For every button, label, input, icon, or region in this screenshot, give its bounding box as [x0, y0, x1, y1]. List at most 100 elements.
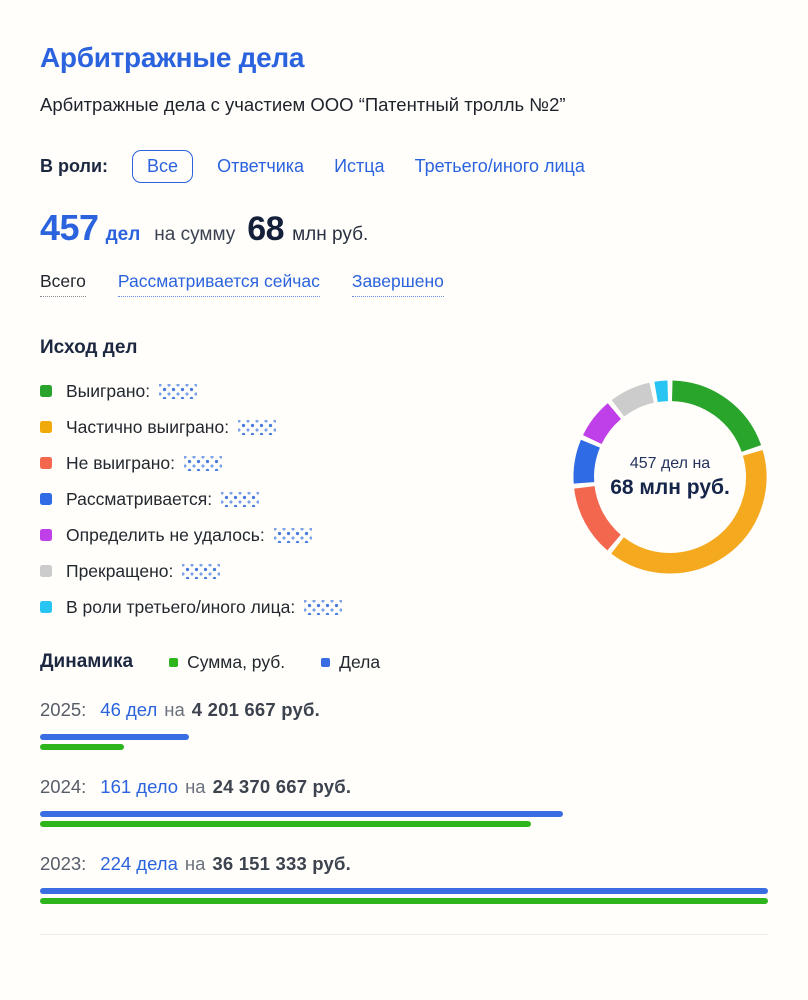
outcomes-list: Выиграно: Частично выиграно: Не выиграно: Р… — [40, 381, 572, 617]
hidden-value-blur — [304, 599, 343, 615]
outcome-item-3: Не выиграно: — [40, 453, 572, 473]
outcome-label: Определить не удалось: — [66, 524, 265, 545]
year-connector: на — [184, 853, 206, 874]
amount-bar — [40, 898, 768, 904]
year-connector: на — [164, 699, 185, 720]
role-filter-options: Все Ответчика Истца Третьего/иного лица — [132, 150, 615, 183]
outcome-label: Частично выиграно: — [66, 416, 230, 437]
legend-color-swatch-icon — [321, 657, 331, 667]
donut-segment-рассматривается — [573, 439, 601, 484]
status-tabs: Всего Рассматривается сейчас Завершено — [40, 271, 768, 297]
outcome-item-4: Рассматривается: — [40, 489, 572, 509]
outcome-label: Рассматривается: — [66, 488, 213, 509]
outcome-label: Выиграно: — [66, 380, 151, 401]
summary-connector: на сумму — [154, 224, 236, 245]
dynamics-section: Динамика Сумма, руб. Дела 2025: 46 дел на 4 … — [40, 651, 768, 904]
hidden-value-blur — [238, 419, 277, 435]
status-tab-1[interactable]: Всего — [40, 271, 86, 297]
legend-color-swatch-icon — [169, 657, 179, 667]
hidden-value-blur — [273, 527, 312, 543]
page-subtitle: Арбитражные дела с участием ООО “Патентн… — [40, 94, 566, 115]
outcome-color-swatch-icon — [40, 529, 52, 541]
total-amount: 68 — [247, 210, 285, 248]
total-amount-unit: млн руб. — [292, 224, 369, 245]
total-cases-unit: дел — [105, 224, 141, 245]
year-connector: на — [185, 776, 206, 797]
amount-bar — [40, 744, 125, 750]
year-summary-line: 2024: 161 дело на 24 370 667 руб. — [40, 776, 768, 798]
cases-bar — [40, 888, 768, 894]
year-bars — [40, 811, 768, 827]
year-amount: 4 201 667 руб. — [191, 699, 320, 720]
outcome-color-swatch-icon — [40, 385, 52, 397]
outcome-item-7: В роли третьего/иного лица: — [40, 597, 572, 617]
donut-segment-в-роли-третьего-иного-лица — [654, 380, 669, 403]
dynamics-legend: Сумма, руб. Дела — [169, 652, 416, 673]
hidden-value-blur — [221, 491, 260, 507]
outcomes-heading: Исход дел — [40, 337, 138, 358]
role-option-1[interactable]: Все — [132, 150, 194, 183]
outcome-item-5: Определить не удалось: — [40, 525, 572, 545]
legend-label: Сумма, руб. — [187, 651, 286, 672]
amount-bar — [40, 821, 531, 827]
year-summary-line: 2025: 46 дел на 4 201 667 руб. — [40, 699, 768, 721]
donut-segment-прекращено — [611, 382, 655, 417]
donut-segment-выиграно — [671, 380, 762, 453]
role-filter: В роли: Все Ответчика Истца Третьего/иного … — [40, 150, 768, 183]
year-amount: 36 151 333 руб. — [212, 853, 352, 874]
donut-segment-определить-не-удалось — [583, 403, 622, 445]
year-summary-line: 2023: 224 дела на 36 151 333 руб. — [40, 853, 768, 875]
outcome-color-swatch-icon — [40, 601, 52, 613]
dynamics-heading: Динамика — [40, 651, 134, 672]
year-label: 2025: — [40, 699, 87, 720]
bottom-divider — [40, 934, 768, 935]
dynamics-legend-item-1: Сумма, руб. — [169, 652, 285, 673]
cases-bar — [40, 811, 564, 817]
role-option-2[interactable]: Ответчика — [217, 150, 304, 183]
outcome-item-6: Прекращено: — [40, 561, 572, 581]
role-option-3[interactable]: Истца — [334, 150, 385, 183]
cases-summary: 457 дел на сумму 68 млн руб. — [40, 207, 768, 249]
dynamics-year-rows: 2025: 46 дел на 4 201 667 руб. 2024: 161 дело… — [40, 699, 768, 904]
hidden-value-blur — [159, 383, 198, 399]
outcome-color-swatch-icon — [40, 565, 52, 577]
outcome-label: В роли третьего/иного лица: — [66, 596, 296, 617]
outcome-item-2: Частично выиграно: — [40, 417, 572, 437]
status-tab-2[interactable]: Рассматривается сейчас — [117, 271, 320, 297]
total-cases-count: 457 — [40, 207, 99, 248]
year-label: 2024: — [40, 776, 87, 797]
outcomes-legend: Исход дел Выиграно: Частично выиграно: Не … — [40, 337, 572, 633]
year-bars — [40, 888, 768, 904]
year-amount: 24 370 667 руб. — [212, 776, 352, 797]
hidden-value-blur — [182, 563, 221, 579]
donut-segment-частично-выиграно — [611, 449, 767, 574]
outcome-label: Прекращено: — [66, 560, 174, 581]
outcome-color-swatch-icon — [40, 493, 52, 505]
arbitration-cases-panel: Арбитражные дела Арбитражные дела с учас… — [40, 42, 768, 935]
hidden-value-blur — [184, 455, 222, 471]
year-row-2024: 2024: 161 дело на 24 370 667 руб. — [40, 776, 768, 827]
year-cases-count: 224 дела — [100, 853, 178, 874]
outcome-color-swatch-icon — [40, 457, 52, 469]
cases-bar — [40, 734, 190, 740]
year-label: 2023: — [40, 853, 87, 874]
year-bars — [40, 734, 768, 750]
role-option-4[interactable]: Третьего/иного лица — [415, 150, 585, 183]
dynamics-header: Динамика Сумма, руб. Дела — [40, 651, 768, 673]
donut-svg — [573, 380, 767, 574]
role-filter-label: В роли: — [40, 156, 109, 176]
status-tab-3[interactable]: Завершено — [351, 271, 444, 297]
year-row-2023: 2023: 224 дела на 36 151 333 руб. — [40, 853, 768, 904]
legend-label: Дела — [339, 651, 381, 672]
outcome-color-swatch-icon — [40, 421, 52, 433]
outcome-label: Не выиграно: — [66, 452, 175, 473]
year-cases-count: 46 дел — [100, 699, 158, 720]
donut-segment-не-выиграно — [574, 485, 621, 551]
year-row-2025: 2025: 46 дел на 4 201 667 руб. — [40, 699, 768, 750]
outcomes-section: Исход дел Выиграно: Частично выиграно: Не … — [40, 337, 768, 633]
outcomes-donut-chart: 457 дел на 68 млн руб. — [572, 379, 768, 575]
year-cases-count: 161 дело — [100, 776, 179, 797]
dynamics-legend-item-2: Дела — [321, 652, 380, 673]
page-title: Арбитражные дела — [40, 42, 305, 73]
outcome-item-1: Выиграно: — [40, 381, 572, 401]
